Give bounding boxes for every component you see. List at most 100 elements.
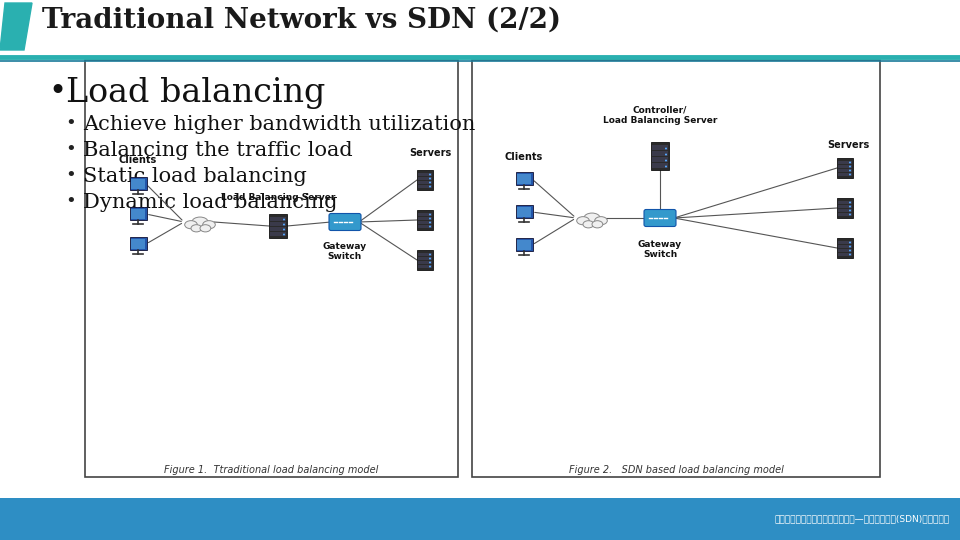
Text: •: • bbox=[65, 115, 76, 133]
Circle shape bbox=[665, 159, 667, 161]
Text: Figure 2.   SDN based load balancing model: Figure 2. SDN based load balancing model bbox=[568, 465, 783, 475]
Text: Static load balancing: Static load balancing bbox=[83, 167, 307, 186]
Text: Figure 1.  Ttraditional load balancing model: Figure 1. Ttraditional load balancing mo… bbox=[164, 465, 378, 475]
Text: Achieve higher bandwidth utilization: Achieve higher bandwidth utilization bbox=[83, 115, 475, 134]
Ellipse shape bbox=[594, 217, 608, 225]
FancyBboxPatch shape bbox=[644, 210, 676, 226]
Bar bbox=[130, 207, 147, 220]
Bar bbox=[652, 157, 668, 162]
Text: Dynamic load balancing: Dynamic load balancing bbox=[83, 193, 338, 212]
Bar bbox=[472, 60, 880, 477]
Bar bbox=[838, 161, 852, 164]
Bar bbox=[418, 177, 432, 180]
Circle shape bbox=[429, 266, 431, 267]
Bar bbox=[131, 179, 145, 188]
Circle shape bbox=[429, 173, 431, 176]
Bar bbox=[270, 227, 286, 231]
Bar bbox=[418, 253, 432, 256]
Text: Load balancing: Load balancing bbox=[66, 77, 325, 109]
Bar bbox=[652, 151, 668, 156]
Circle shape bbox=[849, 213, 851, 215]
Bar bbox=[130, 177, 147, 190]
Bar bbox=[418, 261, 432, 264]
Text: •: • bbox=[65, 141, 76, 159]
Bar bbox=[418, 181, 432, 184]
Bar bbox=[516, 238, 533, 251]
Bar bbox=[838, 249, 852, 252]
Bar bbox=[418, 225, 432, 228]
Text: Traditional Network vs SDN (2/2): Traditional Network vs SDN (2/2) bbox=[42, 7, 561, 34]
Bar bbox=[838, 245, 852, 248]
Text: Servers: Servers bbox=[409, 148, 451, 158]
Ellipse shape bbox=[192, 217, 208, 227]
Bar bbox=[517, 173, 531, 184]
Text: •: • bbox=[65, 167, 76, 185]
FancyBboxPatch shape bbox=[329, 213, 361, 231]
Circle shape bbox=[849, 210, 851, 212]
Text: Load Balancing Server: Load Balancing Server bbox=[221, 193, 335, 202]
Circle shape bbox=[429, 253, 431, 255]
Circle shape bbox=[849, 249, 851, 252]
Bar bbox=[270, 222, 286, 226]
Bar bbox=[418, 185, 432, 188]
Circle shape bbox=[849, 170, 851, 172]
Bar bbox=[417, 170, 433, 190]
Bar bbox=[270, 232, 286, 236]
Bar bbox=[418, 221, 432, 224]
Circle shape bbox=[429, 186, 431, 187]
Bar bbox=[516, 172, 533, 185]
Ellipse shape bbox=[200, 225, 211, 232]
Bar bbox=[418, 217, 432, 220]
Bar bbox=[418, 213, 432, 216]
Bar bbox=[417, 250, 433, 270]
Circle shape bbox=[849, 253, 851, 255]
Text: Balancing the traffic load: Balancing the traffic load bbox=[83, 141, 352, 160]
Text: 資料來源：數位活絡科技，高路傀—軟體定義網路(SDN)簡介與發展: 資料來源：數位活絡科技，高路傀—軟體定義網路(SDN)簡介與發展 bbox=[775, 515, 950, 523]
Circle shape bbox=[283, 224, 285, 226]
Circle shape bbox=[665, 147, 667, 150]
Ellipse shape bbox=[592, 221, 603, 228]
Circle shape bbox=[429, 261, 431, 264]
Bar bbox=[838, 209, 852, 212]
Circle shape bbox=[429, 181, 431, 184]
Bar bbox=[838, 165, 852, 168]
Bar bbox=[838, 205, 852, 208]
Ellipse shape bbox=[191, 225, 202, 232]
Bar bbox=[417, 210, 433, 230]
Bar bbox=[0, 498, 960, 540]
Circle shape bbox=[849, 201, 851, 204]
Ellipse shape bbox=[184, 221, 198, 229]
Bar bbox=[652, 163, 668, 168]
Bar bbox=[516, 205, 533, 218]
Text: Gateway
Switch: Gateway Switch bbox=[323, 242, 367, 261]
Bar bbox=[838, 213, 852, 216]
Bar bbox=[837, 238, 853, 258]
Polygon shape bbox=[0, 3, 32, 50]
Circle shape bbox=[849, 173, 851, 176]
Circle shape bbox=[665, 165, 667, 167]
Text: •: • bbox=[48, 77, 66, 108]
Bar bbox=[418, 265, 432, 268]
Circle shape bbox=[849, 206, 851, 207]
Bar bbox=[270, 217, 286, 221]
Ellipse shape bbox=[584, 213, 600, 223]
Circle shape bbox=[429, 226, 431, 227]
Text: Clients: Clients bbox=[505, 152, 543, 162]
Bar bbox=[837, 158, 853, 178]
Bar bbox=[838, 253, 852, 256]
Bar bbox=[131, 239, 145, 248]
Bar bbox=[85, 60, 458, 477]
Bar bbox=[130, 237, 147, 250]
Bar bbox=[652, 145, 668, 150]
Bar bbox=[837, 198, 853, 218]
Circle shape bbox=[665, 153, 667, 156]
Circle shape bbox=[849, 246, 851, 247]
Text: Gateway
Switch: Gateway Switch bbox=[638, 240, 682, 259]
Circle shape bbox=[849, 165, 851, 167]
Text: Controller/
Load Balancing Server: Controller/ Load Balancing Server bbox=[603, 106, 717, 125]
Bar bbox=[838, 241, 852, 244]
Text: Servers: Servers bbox=[827, 140, 869, 150]
Text: Clients: Clients bbox=[119, 155, 157, 165]
Bar bbox=[517, 206, 531, 217]
Circle shape bbox=[849, 161, 851, 164]
